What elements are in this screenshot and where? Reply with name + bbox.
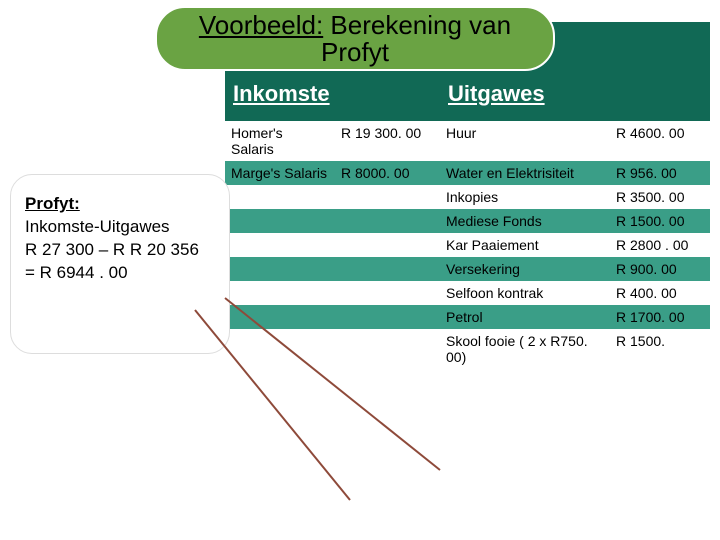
table-row: Kar Paaiement R 2800 . 00 xyxy=(225,233,710,257)
income-cell: R 8000. 00 xyxy=(335,161,440,185)
income-cell: Homer's Salaris xyxy=(225,121,335,161)
income-cell: Marge's Salaris xyxy=(225,161,335,185)
income-cell xyxy=(335,209,440,233)
table-row: Selfoon kontrakR 400. 00 xyxy=(225,281,710,305)
expense-cell: R 3500. 00 xyxy=(610,185,710,209)
income-cell xyxy=(225,233,335,257)
expense-cell: Mediese Fonds xyxy=(440,209,610,233)
expense-cell: R 900. 00 xyxy=(610,257,710,281)
expense-cell: R 1700. 00 xyxy=(610,305,710,329)
expense-cell: R 1500. 00 xyxy=(610,209,710,233)
table-row: Marge's SalarisR 8000. 00Water en Elektr… xyxy=(225,161,710,185)
expense-cell: R 956. 00 xyxy=(610,161,710,185)
header-expense: Uitgawes xyxy=(440,75,710,121)
income-cell xyxy=(225,329,335,369)
income-cell xyxy=(335,305,440,329)
table-row: PetrolR 1700. 00 xyxy=(225,305,710,329)
table-row: Homer's SalarisR 19 300. 00HuurR 4600. 0… xyxy=(225,121,710,161)
expense-cell: Skool fooie ( 2 x R750. 00) xyxy=(440,329,610,369)
title-rest: Berekening van xyxy=(323,10,511,40)
income-cell xyxy=(225,209,335,233)
income-cell xyxy=(225,305,335,329)
expense-cell: R 1500. xyxy=(610,329,710,369)
title-pill: Voorbeeld: Berekening van Profyt xyxy=(155,6,555,71)
expense-cell: Versekering xyxy=(440,257,610,281)
expense-cell: Petrol xyxy=(440,305,610,329)
table-row: Mediese FondsR 1500. 00 xyxy=(225,209,710,233)
income-cell xyxy=(335,185,440,209)
expense-cell: Kar Paaiement xyxy=(440,233,610,257)
income-cell: R 19 300. 00 xyxy=(335,121,440,161)
budget-table: Inkomste Uitgawes Homer's SalarisR 19 30… xyxy=(225,75,710,369)
expense-cell: Huur xyxy=(440,121,610,161)
expense-cell: Inkopies xyxy=(440,185,610,209)
income-cell xyxy=(335,281,440,305)
income-cell xyxy=(225,257,335,281)
expense-cell: R 4600. 00 xyxy=(610,121,710,161)
table-row: Skool fooie ( 2 x R750. 00)R 1500. xyxy=(225,329,710,369)
income-cell xyxy=(335,233,440,257)
expense-cell: Selfoon kontrak xyxy=(440,281,610,305)
profyt-line1: Inkomste-Uitgawes xyxy=(25,216,215,239)
title-line2: Profyt xyxy=(157,39,553,66)
header-income: Inkomste xyxy=(225,75,440,121)
profyt-line2: R 27 300 – R R 20 356 xyxy=(25,239,215,262)
table-row: VersekeringR 900. 00 xyxy=(225,257,710,281)
profyt-callout: Profyt: Inkomste-Uitgawes R 27 300 – R R… xyxy=(10,174,230,354)
income-cell xyxy=(335,329,440,369)
profyt-heading: Profyt: xyxy=(25,193,215,216)
income-cell xyxy=(225,185,335,209)
expense-cell: Water en Elektrisiteit xyxy=(440,161,610,185)
expense-cell: R 400. 00 xyxy=(610,281,710,305)
income-cell xyxy=(225,281,335,305)
title-underlined: Voorbeeld: xyxy=(199,10,323,40)
table-row: InkopiesR 3500. 00 xyxy=(225,185,710,209)
income-cell xyxy=(335,257,440,281)
expense-cell: R 2800 . 00 xyxy=(610,233,710,257)
profyt-line3: = R 6944 . 00 xyxy=(25,262,215,285)
